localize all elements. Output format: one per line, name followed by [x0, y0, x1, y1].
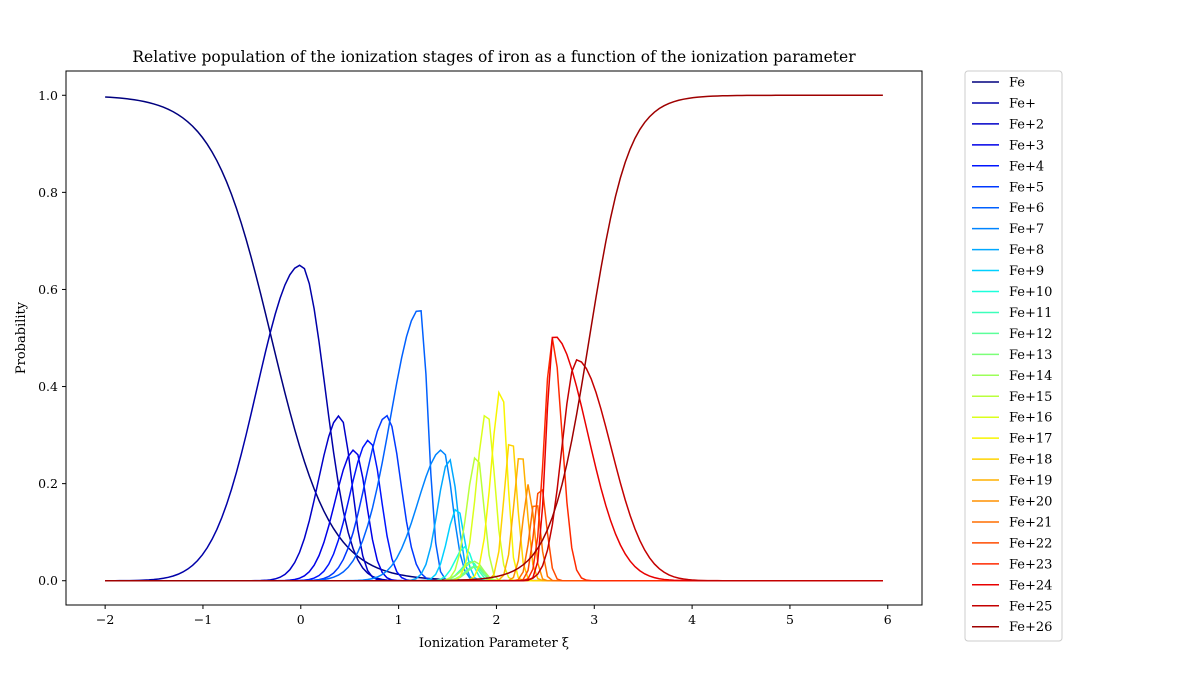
y-tick-label: 0.8: [38, 185, 58, 200]
x-tick-label: 4: [688, 612, 696, 627]
y-tick-label: 0.2: [38, 476, 58, 491]
y-tick-label: 1.0: [38, 88, 58, 103]
legend-label: Fe+25: [1009, 599, 1052, 614]
y-tick-label: 0.0: [38, 573, 58, 588]
legend-label: Fe+10: [1009, 285, 1052, 300]
legend-label: Fe+9: [1009, 264, 1044, 279]
legend-label: Fe+19: [1009, 474, 1052, 489]
legend-label: Fe+12: [1009, 327, 1052, 342]
x-axis: −2 −1 0 1 2 3 4 5 6: [96, 605, 892, 627]
x-tick-label: 6: [884, 612, 892, 627]
legend-label: Fe+24: [1009, 578, 1052, 593]
y-axis: 0.0 0.2 0.4 0.6 0.8 1.0: [38, 88, 66, 588]
series-lines: [105, 94, 883, 582]
series-line-fe-plus-26: [105, 94, 883, 582]
legend-label: Fe+17: [1009, 432, 1052, 447]
plot-area: [66, 71, 922, 605]
x-tick-label: −2: [96, 612, 114, 627]
legend-label: Fe+7: [1009, 222, 1044, 237]
x-tick-label: 5: [786, 612, 794, 627]
legend-label: Fe+23: [1009, 557, 1052, 572]
y-tick-label: 0.4: [38, 379, 58, 394]
x-axis-label: Ionization Parameter ξ: [419, 636, 569, 651]
x-tick-label: 3: [590, 612, 598, 627]
legend-label: Fe+6: [1009, 201, 1044, 216]
legend-label: Fe+8: [1009, 243, 1044, 258]
legend-frame: [964, 70, 1063, 642]
legend-label: Fe+2: [1009, 117, 1044, 132]
legend-label: Fe+21: [1009, 515, 1052, 530]
x-tick-label: 1: [395, 612, 403, 627]
legend-label: Fe+4: [1009, 159, 1044, 174]
chart-title: Relative population of the ionization st…: [132, 48, 856, 66]
legend-label: Fe+16: [1009, 411, 1052, 426]
legend: Fe Fe+ Fe+2 Fe+3 Fe+4 Fe+5 Fe+6 Fe+7 Fe+8 Fe+9 Fe+…: [964, 70, 1063, 642]
plot-frame: [65, 70, 923, 606]
legend-label: Fe+14: [1009, 369, 1052, 384]
y-tick-label: 0.6: [38, 282, 58, 297]
x-tick-label: −1: [194, 612, 212, 627]
x-tick-label: 0: [297, 612, 305, 627]
legend-label: Fe+22: [1009, 536, 1052, 551]
legend-label: Fe+11: [1009, 306, 1052, 321]
legend-label: Fe+13: [1009, 348, 1052, 363]
legend-label: Fe+15: [1009, 390, 1052, 405]
legend-label: Fe+20: [1009, 495, 1052, 510]
x-tick-label: 2: [492, 612, 500, 627]
legend-label: Fe+: [1009, 96, 1036, 111]
legend-label: Fe+5: [1009, 180, 1044, 195]
legend-label: Fe: [1009, 76, 1025, 91]
legend-label: Fe+26: [1009, 620, 1052, 635]
y-axis-label: Probability: [14, 301, 29, 374]
legend-label: Fe+18: [1009, 453, 1052, 468]
legend-label: Fe+3: [1009, 138, 1044, 153]
